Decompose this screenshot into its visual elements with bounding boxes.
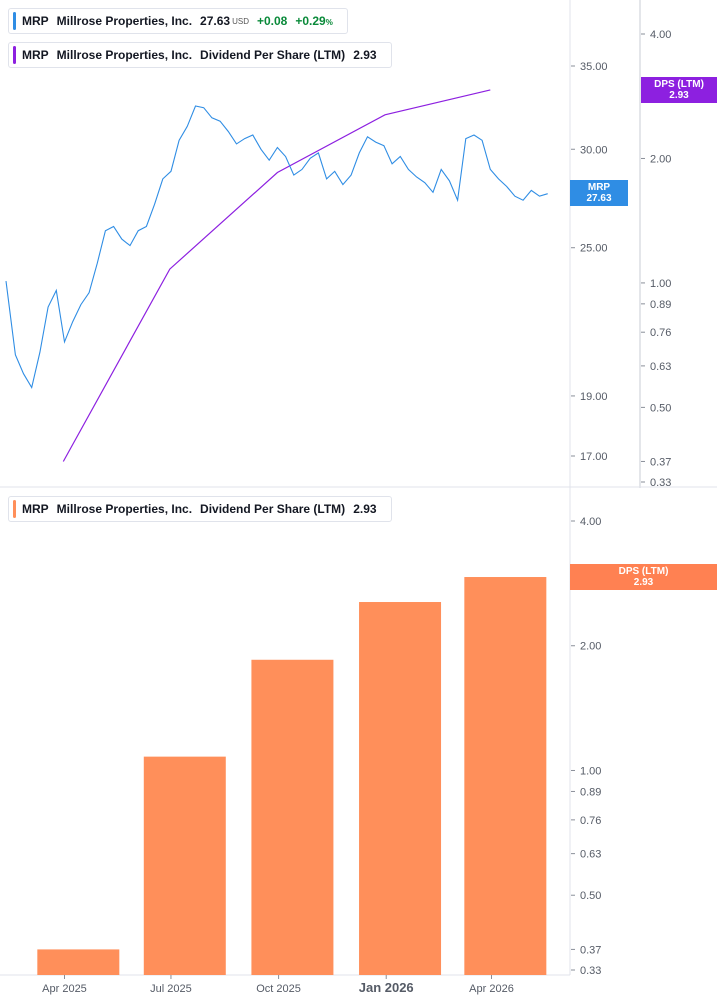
price-tick-label: 17.00 [580, 451, 608, 463]
legend-dps-value: 2.93 [353, 502, 377, 516]
legend-change-pct: +0.29% [295, 14, 333, 28]
dps-tag-top: DPS (LTM) 2.93 [641, 77, 717, 103]
dps-tick-label: 0.50 [650, 402, 671, 414]
legend-price[interactable]: MRP Millrose Properties, Inc. 27.63 USD … [8, 8, 348, 34]
dps-tick-label: 0.33 [650, 477, 671, 489]
legend-dps-top[interactable]: MRP Millrose Properties, Inc. Dividend P… [8, 42, 392, 68]
dps-bar [251, 659, 334, 975]
legend-dps-bar-swatch [13, 500, 16, 518]
dps-tick-label: 0.37 [650, 456, 671, 468]
dps-bar [143, 756, 226, 975]
legend-dps-bottom[interactable]: MRP Millrose Properties, Inc. Dividend P… [8, 496, 392, 522]
dps-tag-value: 2.93 [669, 90, 689, 101]
dps-tick-label: 0.89 [650, 299, 671, 311]
bar-tick-label: 0.89 [580, 786, 601, 798]
legend-metric: Dividend Per Share (LTM) [200, 502, 346, 516]
legend-ticker: MRP [22, 502, 49, 516]
legend-change: +0.08 [256, 14, 288, 28]
time-tick-label: Apr 2026 [469, 983, 514, 995]
price-tick-label: 30.00 [580, 144, 608, 156]
legend-price-swatch [13, 12, 16, 30]
legend-company: Millrose Properties, Inc. [56, 502, 193, 516]
dps-tag-label: DPS (LTM) [654, 79, 704, 90]
bar-tick-label: 0.50 [580, 890, 601, 902]
time-tick-label: Oct 2025 [256, 983, 301, 995]
time-tick-label: Jul 2025 [150, 983, 192, 995]
dps-tick-label: 0.76 [650, 327, 671, 339]
legend-dps-swatch [13, 46, 16, 64]
dps-bars [37, 577, 547, 975]
price-tick-label: 25.00 [580, 243, 608, 255]
legend-change-pct-value: +0.29 [295, 14, 326, 28]
price-tag-value: 27.63 [586, 193, 612, 204]
dps-tick-label: 1.00 [650, 278, 671, 290]
price-line [5, 105, 548, 389]
legend-company: Millrose Properties, Inc. [56, 14, 193, 28]
price-axis: 35.00 30.00 25.00 19.00 17.00 [571, 61, 608, 463]
legend-price-value: 27.63 [200, 14, 231, 28]
legend-company: Millrose Properties, Inc. [56, 48, 193, 62]
bar-tick-label: 2.00 [580, 641, 601, 653]
dps-tick-label: 0.63 [650, 361, 671, 373]
time-axis: Apr 2025 Jul 2025 Oct 2025 Jan 2026 Apr 2026 [42, 975, 514, 995]
dps-tick-label: 4.00 [650, 29, 671, 41]
legend-ticker: MRP [22, 48, 49, 62]
price-tick-label: 35.00 [580, 61, 608, 73]
bar-tick-label: 0.33 [580, 965, 601, 977]
dps-bar [464, 577, 547, 975]
legend-ticker: MRP [22, 14, 49, 28]
bar-tick-label: 1.00 [580, 765, 601, 777]
price-tag-label: MRP [587, 182, 611, 193]
time-tick-label: Jan 2026 [359, 980, 414, 995]
dps-bar [359, 602, 442, 975]
bar-tick-label: 0.37 [580, 944, 601, 956]
dps-tag-value: 2.93 [633, 577, 654, 588]
dps-tick-label: 2.00 [650, 153, 671, 165]
bar-tick-label: 0.76 [580, 815, 601, 827]
dps-axis: 4.00 2.00 1.00 0.89 0.76 0.63 0.50 0.37 0.33 [641, 29, 671, 489]
price-tick-label: 19.00 [580, 391, 608, 403]
bar-tick-label: 4.00 [580, 516, 601, 528]
legend-currency: USD [232, 16, 249, 26]
legend-pct-sign: % [325, 18, 333, 27]
dps-line [62, 89, 491, 462]
bar-tick-label: 0.63 [580, 849, 601, 861]
legend-metric: Dividend Per Share (LTM) [200, 48, 346, 62]
legend-dps-value: 2.93 [353, 48, 377, 62]
dps-tag-bottom: DPS (LTM) 2.93 [570, 564, 717, 590]
price-tag: MRP 27.63 [570, 180, 628, 206]
dps-tag-label: DPS (LTM) [618, 566, 669, 577]
dps-bar [37, 949, 120, 975]
time-tick-label: Apr 2025 [42, 983, 87, 995]
